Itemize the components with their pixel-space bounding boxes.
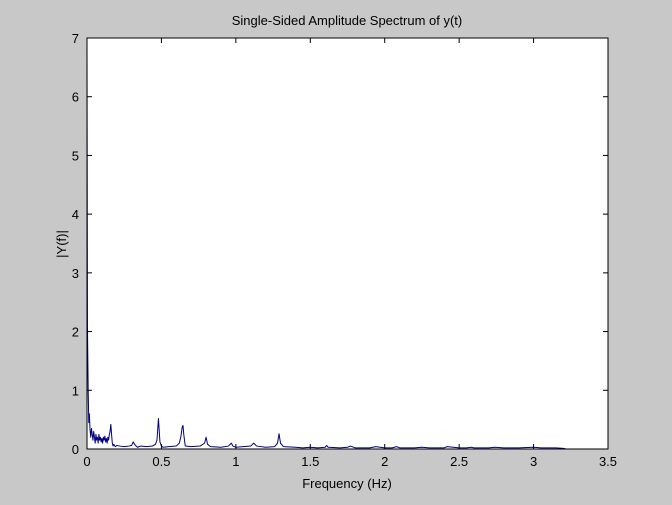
axes-background: [87, 38, 608, 449]
spectrum-series-line: [86, 49, 567, 450]
y-tick-label: 0: [72, 442, 79, 457]
x-tick-label: 1.5: [301, 454, 319, 469]
x-tick-label: 3.5: [599, 454, 617, 469]
y-axis-ticks: 0 1 2 3 4 5 6 7: [72, 31, 608, 457]
y-axis-label: |Y(f)|: [54, 230, 69, 258]
y-tick-label: 6: [72, 90, 79, 105]
x-axis-label: Frequency (Hz): [302, 476, 392, 491]
axes-box: [86, 37, 609, 450]
x-axis-ticks: 0 0.5 1 1.5 2 2.5 3 3.5: [83, 38, 617, 469]
x-tick-label: 3: [530, 454, 537, 469]
y-tick-label: 3: [72, 266, 79, 281]
y-tick-label: 1: [72, 383, 79, 398]
spectrum-line-group: [86, 49, 567, 450]
x-tick-label: 2: [381, 454, 388, 469]
x-tick-label: 0: [83, 454, 90, 469]
y-tick-label: 5: [72, 148, 79, 163]
x-tick-label: 1: [232, 454, 239, 469]
chart-title: Single-Sided Amplitude Spectrum of y(t): [232, 13, 463, 28]
x-tick-label: 0.5: [152, 454, 170, 469]
y-tick-label: 2: [72, 325, 79, 340]
y-tick-label: 7: [72, 31, 79, 46]
x-tick-label: 2.5: [450, 454, 468, 469]
y-tick-label: 4: [72, 207, 79, 222]
